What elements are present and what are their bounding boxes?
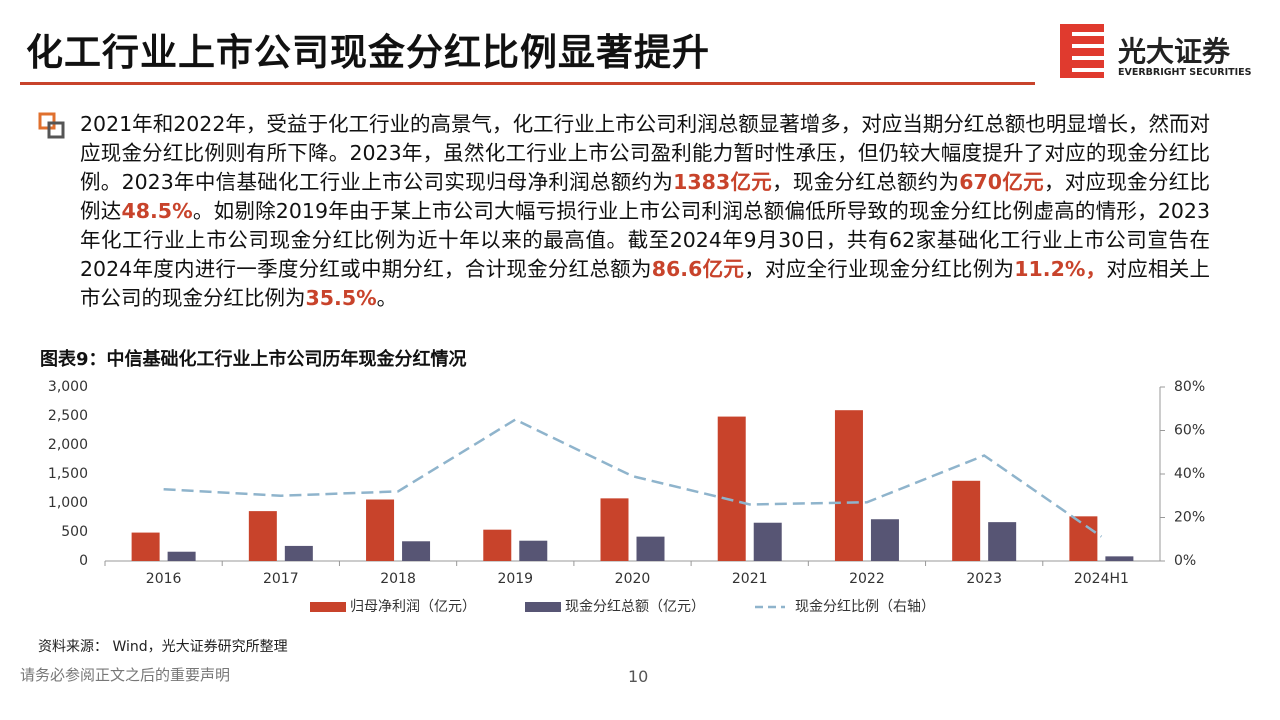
logo-icon xyxy=(1060,24,1104,78)
legend-label: 归母净利润（亿元） xyxy=(350,598,476,615)
bar xyxy=(717,416,746,561)
bar xyxy=(131,532,160,561)
highlight-text: 35.5% xyxy=(305,286,377,310)
y-tick-label: 3,000 xyxy=(48,379,88,395)
chart-title: 图表9：中信基础化工行业上市公司历年现金分红情况 xyxy=(40,349,467,370)
legend-swatch xyxy=(525,602,561,612)
logo-name: 光大证券 xyxy=(1118,35,1231,68)
logo-stripe xyxy=(1072,56,1104,60)
y-tick-label: 1,000 xyxy=(48,495,88,511)
bullet-square xyxy=(38,112,56,130)
bar xyxy=(519,540,548,561)
y2-tick-label: 40% xyxy=(1174,466,1205,482)
y-tick-label: 1,500 xyxy=(48,466,88,482)
y-tick-label: 2,000 xyxy=(48,437,88,453)
legend-label: 现金分红总额（亿元） xyxy=(565,599,705,615)
bar xyxy=(952,480,981,561)
x-tick-label: 2023 xyxy=(966,571,1002,587)
body-text-run: ，现金分红总额约为 xyxy=(772,170,960,194)
x-tick-label: 2016 xyxy=(146,571,182,587)
legend-swatch xyxy=(310,602,346,612)
bar xyxy=(636,536,665,561)
logo-stripe xyxy=(1072,32,1104,36)
y2-tick-label: 80% xyxy=(1174,379,1205,395)
x-tick-label: 2017 xyxy=(263,571,299,587)
x-tick-label: 2020 xyxy=(615,571,651,587)
page-number: 10 xyxy=(628,667,649,686)
body-text-run: 。 xyxy=(376,286,398,310)
x-tick-label: 2024H1 xyxy=(1074,571,1129,587)
bar xyxy=(988,522,1017,561)
y2-tick-label: 20% xyxy=(1174,510,1205,526)
logo-stripe xyxy=(1072,68,1104,72)
bar xyxy=(834,410,863,561)
body-text-run: 。如剔除2019年由于某上市公司大幅亏损行业上市公司利润总额偏低所导致的现金分红… xyxy=(80,199,1210,281)
y-tick-label: 2,500 xyxy=(48,408,88,424)
x-tick-label: 2018 xyxy=(380,571,416,587)
body-text-run: ，对应现金分红比例达 xyxy=(80,170,1211,223)
body-text-run: 2021年和2022年，受益于化工行业的高景气，化工行业上市公司利润总额显著增多… xyxy=(80,112,1210,194)
highlight-text: 670亿元 xyxy=(959,170,1044,194)
highlight-text: 1383亿元 xyxy=(673,170,773,194)
body-text-run: 对应相关上市公司的现金分红比例为 xyxy=(80,257,1211,310)
y2-tick-label: 60% xyxy=(1174,423,1205,439)
highlight-text: 11.2%， xyxy=(1014,257,1107,281)
highlight-text: 48.5% xyxy=(121,199,193,223)
bar xyxy=(284,545,313,561)
legend-label: 现金分红比例（右轴） xyxy=(795,599,935,615)
y-tick-label: 0 xyxy=(79,553,88,569)
x-tick-label: 2021 xyxy=(732,571,768,587)
source-note: 资料来源： Wind，光大证券研究所整理 xyxy=(38,639,288,655)
bar xyxy=(248,511,277,561)
bar xyxy=(483,529,512,561)
bar xyxy=(1069,516,1098,561)
body-text-run: ，对应全行业现金分红比例为 xyxy=(744,257,1015,281)
bullet-square xyxy=(47,121,65,139)
bar xyxy=(402,541,431,561)
bar xyxy=(366,499,395,561)
bar xyxy=(600,498,629,561)
bullet-icon xyxy=(38,112,65,139)
bar xyxy=(1105,556,1134,561)
y2-tick-label: 0% xyxy=(1174,553,1196,569)
title-rule xyxy=(20,82,1035,85)
body-text: 2021年和2022年，受益于化工行业的高景气，化工行业上市公司利润总额显著增多… xyxy=(80,110,1210,313)
slide-title: 化工行业上市公司现金分红比例显著提升 xyxy=(26,31,710,74)
bar xyxy=(753,522,782,561)
bar xyxy=(870,519,899,561)
y-tick-label: 500 xyxy=(61,524,88,540)
disclaimer: 请务必参阅正文之后的重要声明 xyxy=(20,666,231,684)
x-tick-label: 2019 xyxy=(497,571,533,587)
x-tick-label: 2022 xyxy=(849,571,885,587)
logo-stripe xyxy=(1072,44,1104,48)
logo-sub: EVERBRIGHT SECURITIES xyxy=(1118,67,1252,78)
bar xyxy=(167,551,196,561)
highlight-text: 86.6亿元 xyxy=(651,257,745,281)
chart: 0 500 1,000 1,500 2,000 2,500 3,000 0% 20% 40% 60%… xyxy=(48,379,1205,615)
